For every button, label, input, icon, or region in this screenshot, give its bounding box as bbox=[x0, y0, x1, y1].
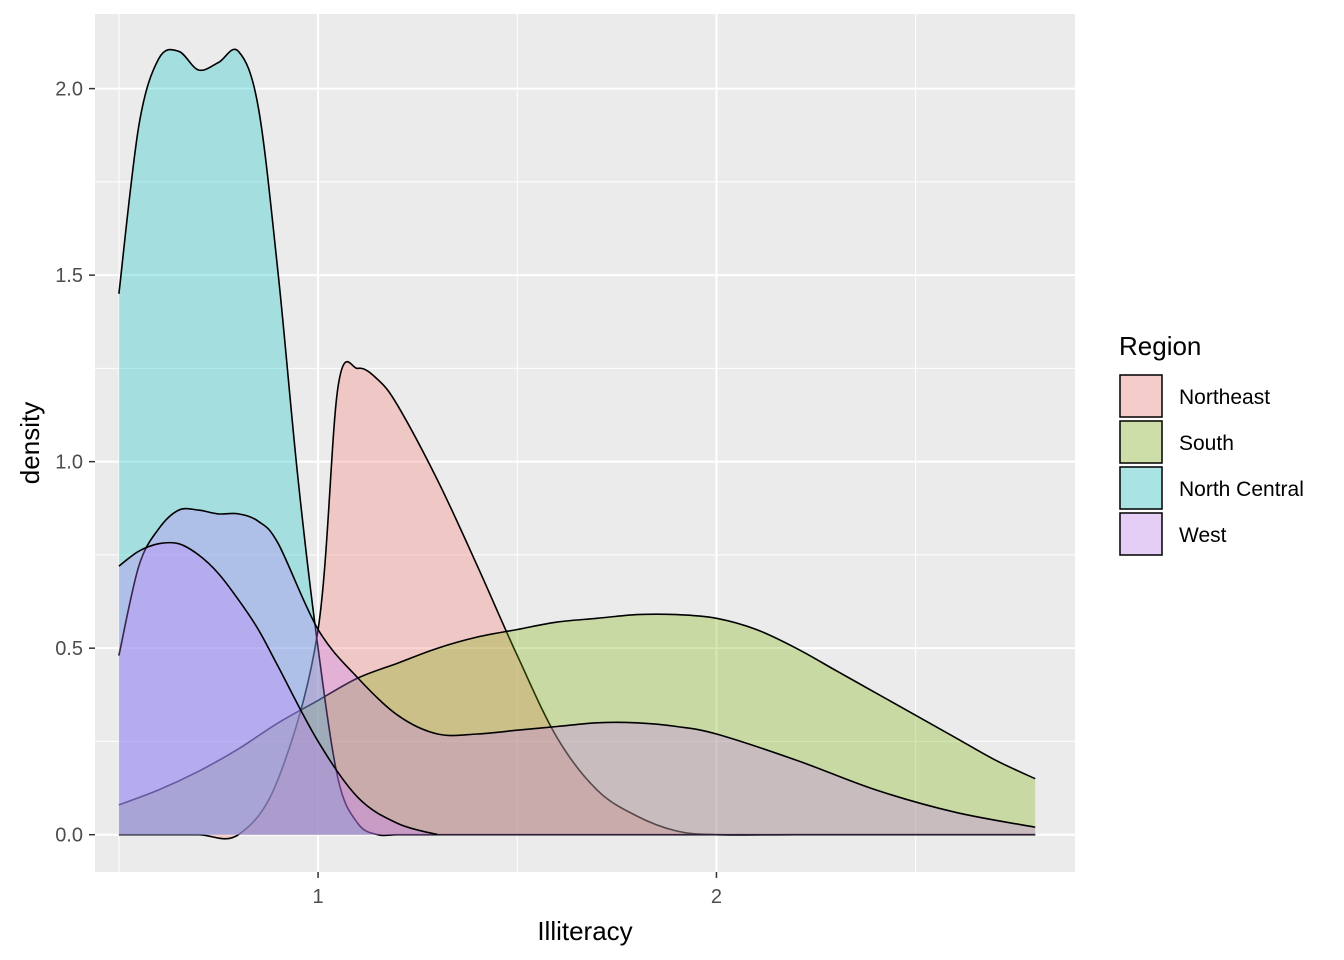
legend: Region Northeast South North Central West bbox=[1119, 331, 1304, 556]
legend-swatch bbox=[1119, 374, 1163, 418]
legend-swatch bbox=[1119, 420, 1163, 464]
legend-key-bg bbox=[1119, 512, 1163, 556]
y-tick-label: 0.0 bbox=[55, 825, 83, 847]
x-tick-label: 2 bbox=[711, 886, 722, 908]
legend-item-south: South bbox=[1119, 420, 1234, 464]
legend-key-bg bbox=[1119, 374, 1163, 418]
x-axis-title: Illiteracy bbox=[537, 916, 632, 946]
legend-title: Region bbox=[1119, 331, 1201, 361]
x-tick-label: 1 bbox=[313, 886, 324, 908]
legend-key-bg bbox=[1119, 420, 1163, 464]
legend-item-northeast: Northeast bbox=[1119, 374, 1270, 418]
density-line-west bbox=[118, 507, 1036, 828]
legend-item-north-central: North Central bbox=[1119, 466, 1304, 510]
legend-item-west: West bbox=[1119, 512, 1227, 556]
legend-label: Northeast bbox=[1179, 386, 1270, 409]
density-line-south bbox=[118, 613, 1036, 806]
y-tick-label: 0.5 bbox=[55, 638, 83, 660]
density-area-north-central bbox=[118, 49, 1036, 836]
legend-label: North Central bbox=[1179, 478, 1304, 501]
y-axis-title: density bbox=[15, 402, 45, 484]
density-area-west-upper bbox=[118, 542, 438, 835]
legend-key-bg bbox=[1119, 466, 1163, 510]
y-tick-label: 1.0 bbox=[55, 452, 83, 474]
density-line-north-central bbox=[118, 48, 1036, 837]
legend-swatch bbox=[1119, 512, 1163, 556]
density-areas bbox=[118, 48, 1036, 840]
density-line-west-upper bbox=[118, 541, 438, 836]
density-area-northeast bbox=[118, 361, 1036, 839]
legend-label: West bbox=[1179, 524, 1227, 547]
grid-minor bbox=[95, 14, 1075, 872]
panel-background bbox=[95, 14, 1075, 872]
legend-label: South bbox=[1179, 432, 1234, 455]
y-tick-label: 2.0 bbox=[55, 79, 83, 101]
density-area-west bbox=[118, 508, 1036, 835]
y-tick-label: 1.5 bbox=[55, 265, 83, 287]
y-axis: 0.0 0.5 1.0 1.5 2.0 bbox=[55, 79, 95, 847]
legend-swatch bbox=[1119, 466, 1163, 510]
